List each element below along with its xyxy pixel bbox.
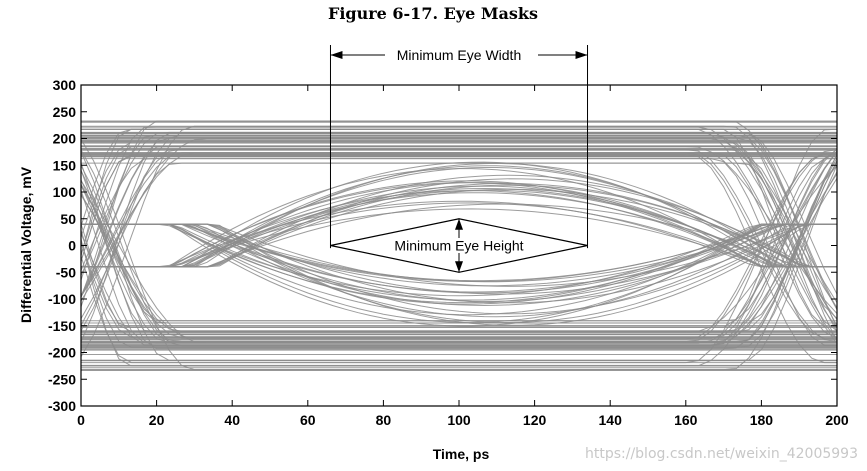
rising-edge-trace: [81, 160, 838, 324]
falling-edge-trace: [81, 146, 838, 314]
eye-lower-trace: [81, 223, 837, 318]
eye-upper-trace: [81, 208, 837, 268]
x-tick-label: 60: [300, 412, 316, 428]
eye-upper-trace: [81, 167, 837, 268]
y-tick-label: 50: [60, 211, 76, 227]
falling-edge-trace: [81, 132, 838, 329]
x-tick-label: 120: [523, 412, 547, 428]
eye-mask-diamond: [330, 218, 588, 273]
rising-edge-trace: [81, 164, 838, 361]
rising-edge-trace: [81, 178, 838, 347]
y-tick-label: 250: [53, 104, 77, 120]
y-tick-label: -150: [48, 318, 76, 334]
y-tick-label: -200: [48, 345, 76, 361]
eye-height-arrowhead-top: [455, 218, 463, 230]
falling-edge-trace: [81, 125, 838, 342]
eye-upper-trace: [81, 202, 837, 268]
falling-edge-trace: [81, 131, 838, 295]
falling-edge-trace: [81, 138, 838, 308]
falling-edge-trace: [81, 141, 838, 329]
rising-edge-trace: [81, 160, 838, 350]
x-tick-label: 40: [224, 412, 240, 428]
rising-edge-trace: [81, 154, 837, 364]
y-tick-label: 200: [53, 131, 77, 147]
falling-edge-trace: [81, 120, 838, 310]
eye-lower-trace: [81, 223, 837, 283]
falling-edge-trace: [81, 155, 838, 332]
eye-lower-trace: [81, 223, 837, 294]
rising-edge-trace: [81, 152, 838, 339]
eye-width-label: Minimum Eye Width: [397, 47, 521, 63]
y-axis-ticks: 300 250 200 150 100 50 0 -50 -100 -150 -200 -250 -30…: [48, 77, 837, 414]
x-axis-ticks: 0 20 40 60 80 100 120 140 160 180 200: [77, 85, 849, 428]
rising-edge-trace: [81, 152, 838, 340]
x-tick-label: 200: [825, 412, 849, 428]
y-tick-label: 300: [53, 77, 77, 93]
eye-upper-trace: [81, 178, 837, 268]
y-tick-label: 0: [68, 238, 76, 254]
eye-height-label: Minimum Eye Height: [394, 238, 523, 254]
falling-edge-trace: [81, 158, 838, 346]
y-tick-label: 150: [53, 157, 77, 173]
eye-lower-trace: [81, 223, 837, 316]
y-tick-label: -300: [48, 398, 76, 414]
falling-edge-trace: [81, 152, 838, 339]
y-tick-label: 100: [53, 184, 77, 200]
eye-lower-trace: [81, 223, 837, 287]
falling-edge-trace: [81, 134, 838, 311]
eye-traces: [80, 120, 838, 371]
eye-lower-trace: [81, 223, 837, 327]
x-tick-label: 160: [674, 412, 698, 428]
falling-edge-trace: [81, 128, 838, 328]
x-tick-label: 180: [750, 412, 774, 428]
falling-edge-trace: [81, 137, 838, 326]
y-axis-label: Differential Voltage, mV: [18, 166, 34, 323]
falling-edge-trace: [81, 149, 838, 343]
eye-width-arrowhead-left: [330, 51, 343, 59]
rising-edge-trace: [81, 150, 838, 338]
eye-upper-trace: [81, 182, 837, 268]
rising-edge-trace: [81, 148, 838, 322]
x-tick-label: 100: [447, 412, 471, 428]
y-tick-label: -250: [48, 371, 76, 387]
eye-upper-trace: [81, 190, 837, 268]
x-axis-label: Time, ps: [433, 446, 490, 462]
eye-height-arrowhead-bottom: [455, 261, 463, 273]
eye-upper-trace: [81, 185, 837, 268]
x-tick-label: 80: [376, 412, 392, 428]
rising-edge-trace: [81, 154, 838, 344]
x-tick-label: 140: [599, 412, 623, 428]
y-tick-label: -100: [48, 291, 76, 307]
y-tick-label: -50: [56, 264, 76, 280]
x-tick-label: 0: [77, 412, 85, 428]
x-tick-label: 20: [149, 412, 165, 428]
rising-edge-trace: [81, 171, 838, 348]
falling-edge-trace: [81, 148, 838, 332]
eye-lower-trace: [81, 223, 837, 326]
figure-title: Figure 6-17. Eye Masks: [328, 4, 538, 23]
rising-edge-trace: [81, 154, 838, 371]
falling-edge-trace: [81, 154, 837, 364]
rising-edge-trace: [81, 164, 838, 333]
watermark: https://blog.csdn.net/weixin_42005993: [585, 446, 858, 462]
eye-mask-annotations: Minimum Eye Width Minimum Eye Height: [329, 45, 589, 273]
eye-width-arrowhead-right: [575, 51, 588, 59]
eye-upper-trace: [81, 161, 837, 268]
